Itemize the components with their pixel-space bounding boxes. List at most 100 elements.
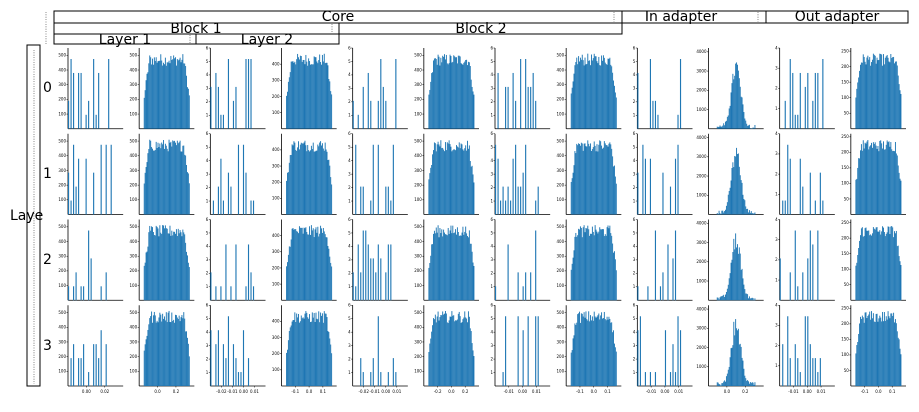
histogram-bar <box>748 125 749 129</box>
histogram-bar <box>380 59 382 129</box>
y-tick-label: 4 <box>775 217 778 222</box>
histogram-bar <box>461 232 463 301</box>
histogram-bar <box>605 320 607 386</box>
histogram-bar <box>590 65 592 129</box>
histogram-bar <box>314 57 316 129</box>
histogram-bar <box>144 90 146 129</box>
histogram-bar <box>329 81 331 129</box>
y-tick-label: 50 <box>844 368 850 373</box>
histogram-bar <box>458 311 460 386</box>
histogram-bar <box>574 323 576 386</box>
histogram-bar <box>809 230 811 301</box>
histogram-bar <box>296 150 298 215</box>
x-tick-label: 0.00 <box>82 389 91 394</box>
histogram-bar <box>718 126 720 129</box>
histogram-bar <box>862 54 864 129</box>
y-tick-label: 300 <box>414 254 422 259</box>
histogram-bar <box>592 147 594 215</box>
x-tick-label: 0.01 <box>250 389 259 394</box>
histogram-bar <box>860 316 861 386</box>
histogram-bar <box>579 57 581 129</box>
histogram-bar <box>598 231 600 301</box>
histogram-bar <box>857 82 859 129</box>
histogram-bar <box>889 318 891 386</box>
histogram-bar <box>720 296 722 301</box>
histogram-bar <box>312 64 314 129</box>
histogram-bar <box>431 244 433 301</box>
histogram-bar <box>794 344 796 386</box>
histogram-bar <box>724 380 726 386</box>
x-tick-label: 0.02 <box>100 389 109 394</box>
histogram-panels: 1002003004005001002003004005001234561002… <box>58 45 906 394</box>
histogram-bar <box>595 151 597 215</box>
histogram-bar <box>741 268 743 301</box>
y-tick-label: 3 <box>633 343 636 348</box>
histogram-bar <box>664 330 667 386</box>
histogram-bar <box>734 75 736 129</box>
histogram-bar <box>725 120 727 129</box>
histogram-bar <box>882 148 884 215</box>
y-tick-label: 400 <box>272 147 280 152</box>
histogram-bar <box>163 148 165 215</box>
histogram-bar <box>146 162 148 215</box>
y-tick-label: 1000 <box>696 193 707 198</box>
histogram-bar <box>105 144 107 215</box>
histogram-bar <box>227 59 230 129</box>
histogram-bar <box>448 140 450 215</box>
histogram-bar <box>900 354 902 386</box>
core-header-label: Core <box>322 9 354 25</box>
histogram-bar <box>93 172 95 215</box>
histogram-bar <box>590 320 592 386</box>
histogram-bar <box>331 266 333 301</box>
histogram-bar <box>898 256 900 301</box>
histogram-bar <box>722 210 724 215</box>
histogram-bar <box>594 145 596 215</box>
y-tick-label: 200 <box>272 180 280 185</box>
histogram-bar <box>462 64 464 129</box>
y-tick-label: 400 <box>130 153 138 158</box>
y-tick-label: 400 <box>272 319 280 324</box>
histogram-bar <box>895 323 897 386</box>
y-tick-label: 2 <box>206 271 209 276</box>
histogram-bar <box>855 97 857 129</box>
histogram-bar <box>870 65 872 129</box>
histogram-bar <box>73 286 75 301</box>
histogram-bar <box>292 320 294 386</box>
histogram-bar <box>599 227 601 301</box>
histogram-bar <box>737 253 739 301</box>
histogram-bar <box>727 115 729 129</box>
x-tick-label: 0.00 <box>381 389 390 394</box>
histogram-bar <box>147 329 149 386</box>
histogram-bar <box>185 155 187 215</box>
histogram-bar <box>891 313 893 386</box>
histogram-bar <box>435 227 437 301</box>
histogram-bar <box>639 316 641 386</box>
y-tick-label: 6 <box>490 131 493 136</box>
y-tick-label: 3 <box>633 257 636 262</box>
histogram-bar <box>873 143 875 215</box>
histogram-bar <box>600 315 602 386</box>
histogram-bar <box>730 180 732 215</box>
histogram-bar <box>327 160 329 215</box>
y-tick-label: 200 <box>130 268 138 273</box>
histogram-bar <box>235 244 237 301</box>
histogram-bar <box>144 262 146 301</box>
histogram-bar <box>597 151 599 215</box>
y-tick-label: 4 <box>206 72 209 77</box>
histogram-bar <box>858 247 860 301</box>
histogram-bar <box>105 272 107 301</box>
histogram-bar <box>872 313 874 386</box>
x-tick-label: 0.2 <box>742 389 749 394</box>
y-tick-label: 2000 <box>696 345 707 350</box>
histogram-bar <box>360 358 362 386</box>
histogram-bar <box>387 372 389 386</box>
histogram-bar <box>885 316 887 386</box>
histogram-bar <box>859 240 861 301</box>
histogram-bar <box>315 312 317 386</box>
histogram-bar <box>458 142 460 215</box>
histogram-bar <box>535 230 537 301</box>
histogram-bar <box>186 255 188 301</box>
